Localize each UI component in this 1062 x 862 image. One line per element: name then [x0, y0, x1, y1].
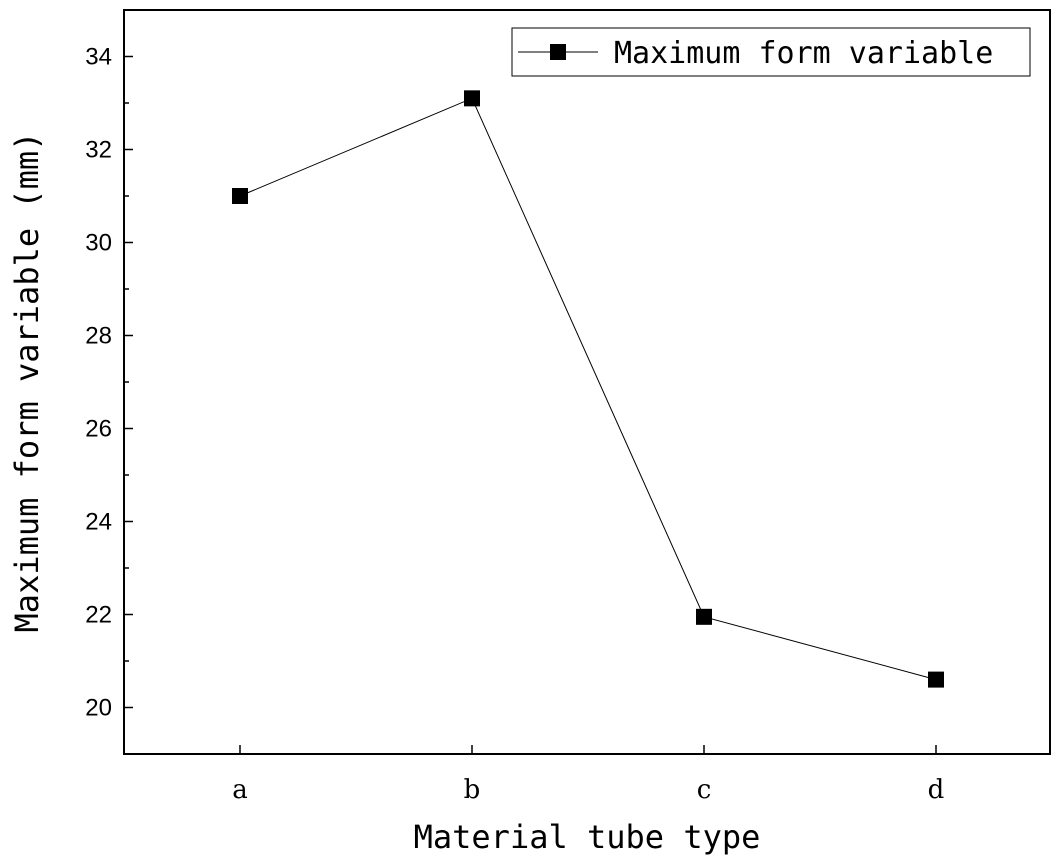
legend-label: Maximum form variable [614, 36, 993, 71]
data-point-marker [232, 188, 248, 204]
y-axis-ticks: 20 22 24 26 28 30 32 34 [85, 9, 133, 755]
x-axis-ticks: a b c d [232, 745, 944, 805]
x-tick-label: d [928, 775, 945, 805]
y-tick-label: 34 [85, 44, 112, 71]
x-tick-label: b [464, 775, 481, 805]
legend: Maximum form variable [511, 27, 1031, 77]
y-tick-label: 28 [85, 323, 112, 350]
data-point-marker [928, 671, 944, 688]
legend-square-marker-icon [550, 44, 566, 60]
data-point-marker [464, 90, 480, 107]
y-tick-label: 32 [85, 137, 112, 164]
series-line [239, 97, 937, 681]
x-tick-label: c [697, 775, 712, 805]
x-tick-label: a [232, 775, 248, 805]
legend-box [511, 27, 1031, 77]
y-tick-label: 24 [85, 509, 112, 536]
plot-frame [123, 9, 1051, 755]
data-point-marker [696, 608, 712, 625]
y-tick-label: 20 [85, 695, 112, 722]
y-tick-label: 26 [85, 416, 112, 443]
y-axis-title: Maximum form variable (mm) [8, 132, 46, 633]
x-axis-title: Material tube type [414, 818, 761, 856]
series-layer [232, 90, 944, 688]
y-tick-label: 30 [85, 230, 112, 257]
y-tick-label: 22 [85, 602, 112, 629]
